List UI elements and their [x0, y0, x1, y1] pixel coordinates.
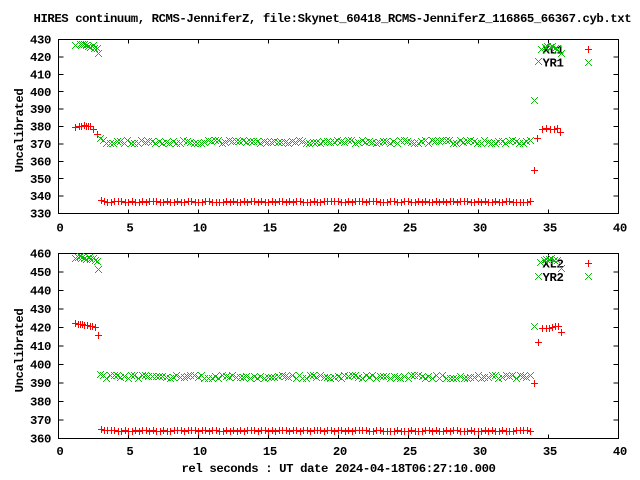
- svg-text:390: 390: [30, 377, 51, 391]
- svg-text:430: 430: [30, 34, 51, 48]
- svg-text:360: 360: [30, 433, 51, 447]
- svg-text:370: 370: [30, 414, 51, 428]
- svg-text:350: 350: [30, 173, 51, 187]
- svg-text:5: 5: [126, 222, 133, 236]
- svg-text:40: 40: [613, 445, 627, 459]
- svg-text:0: 0: [56, 445, 63, 459]
- svg-text:25: 25: [403, 222, 417, 236]
- svg-text:YR1: YR1: [543, 57, 564, 71]
- svg-text:30: 30: [473, 222, 487, 236]
- svg-text:0: 0: [56, 222, 63, 236]
- svg-text:420: 420: [30, 322, 51, 336]
- svg-text:460: 460: [30, 248, 51, 262]
- svg-text:340: 340: [30, 190, 51, 204]
- svg-text:380: 380: [30, 396, 51, 410]
- svg-text:370: 370: [30, 138, 51, 152]
- svg-text:35: 35: [543, 222, 557, 236]
- svg-text:430: 430: [30, 303, 51, 317]
- svg-text:10: 10: [193, 222, 207, 236]
- svg-text:440: 440: [30, 285, 51, 299]
- svg-text:400: 400: [30, 86, 51, 100]
- svg-text:25: 25: [403, 445, 417, 459]
- svg-text:10: 10: [193, 445, 207, 459]
- svg-text:15: 15: [263, 445, 277, 459]
- svg-text:YR2: YR2: [543, 271, 564, 285]
- svg-text:450: 450: [30, 266, 51, 280]
- svg-text:410: 410: [30, 68, 51, 82]
- svg-text:rel seconds : UT date 2024-04-: rel seconds : UT date 2024-04-18T06:27:1…: [181, 462, 495, 476]
- svg-text:420: 420: [30, 51, 51, 65]
- svg-text:40: 40: [613, 222, 627, 236]
- svg-text:380: 380: [30, 121, 51, 135]
- svg-text:390: 390: [30, 103, 51, 117]
- svg-text:HIRES continuum, RCMS-Jennifer: HIRES continuum, RCMS-JenniferZ, file:Sk…: [34, 12, 632, 26]
- svg-text:30: 30: [473, 445, 487, 459]
- svg-text:20: 20: [333, 222, 347, 236]
- svg-text:20: 20: [333, 445, 347, 459]
- svg-text:Uncalibrated: Uncalibrated: [13, 309, 27, 393]
- svg-text:15: 15: [263, 222, 277, 236]
- svg-text:330: 330: [30, 208, 51, 222]
- svg-text:5: 5: [126, 445, 133, 459]
- svg-text:400: 400: [30, 359, 51, 373]
- svg-text:410: 410: [30, 340, 51, 354]
- svg-text:360: 360: [30, 155, 51, 169]
- svg-text:Uncalibrated: Uncalibrated: [13, 89, 27, 173]
- svg-text:35: 35: [543, 445, 557, 459]
